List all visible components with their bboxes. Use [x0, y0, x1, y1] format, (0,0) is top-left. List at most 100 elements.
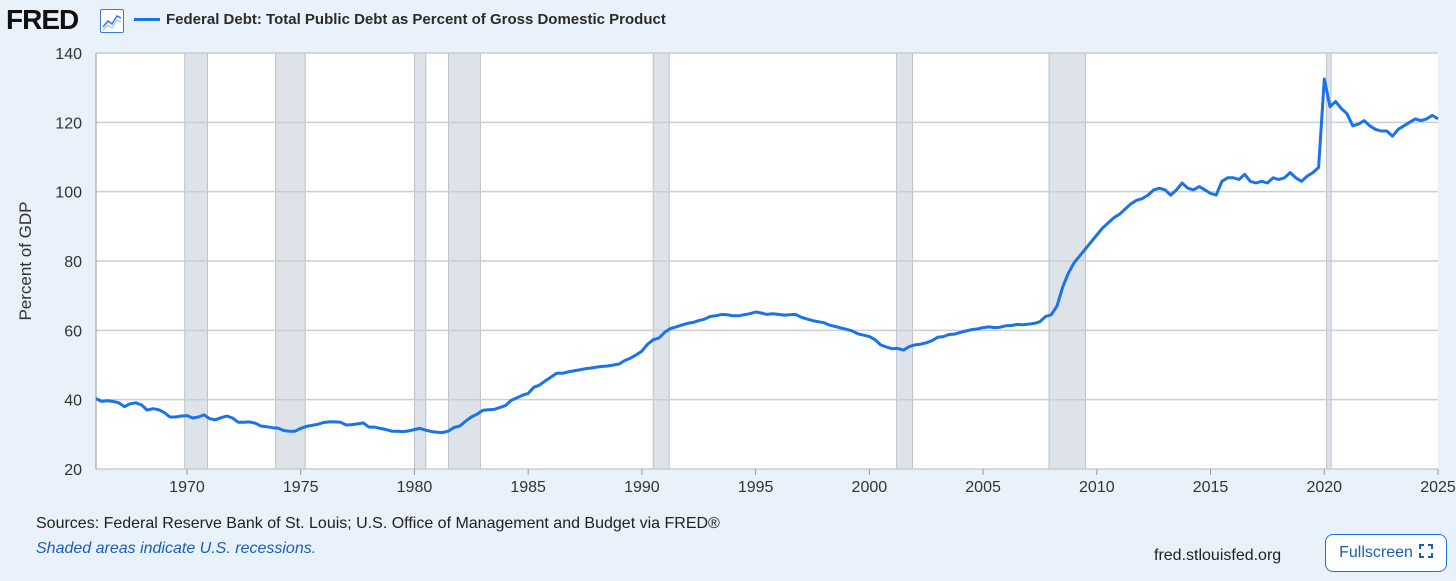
data-point [1146, 194, 1149, 197]
data-point [1226, 176, 1229, 179]
data-point [936, 336, 939, 339]
data-point [140, 403, 143, 406]
data-point [1317, 166, 1320, 169]
x-tick-label: 2025 [1420, 479, 1456, 496]
data-point [447, 429, 450, 432]
data-point [720, 313, 723, 316]
data-point [294, 430, 297, 433]
data-point [373, 426, 376, 429]
data-point [453, 426, 456, 429]
data-point [891, 347, 894, 350]
data-point [413, 428, 416, 431]
data-point [1033, 322, 1036, 325]
data-point [1107, 221, 1110, 224]
data-point [1300, 180, 1303, 183]
data-point [208, 417, 211, 420]
data-point [282, 429, 285, 432]
y-axis: 20 40 60 80 100 120 140 [55, 46, 82, 479]
data-point [584, 367, 587, 370]
data-point [561, 372, 564, 375]
data-point [760, 312, 763, 315]
data-point [1027, 323, 1030, 326]
series-line[interactable] [95, 77, 1439, 435]
data-point [908, 345, 911, 348]
data-point [259, 425, 262, 428]
data-point [1101, 227, 1104, 230]
fullscreen-button[interactable]: Fullscreen [1325, 534, 1447, 572]
data-point [117, 401, 120, 404]
data-point [174, 416, 177, 419]
data-point [675, 325, 678, 328]
x-tick-label: 2015 [1193, 479, 1229, 496]
data-point [623, 359, 626, 362]
data-point [1118, 213, 1121, 216]
data-point [606, 365, 609, 368]
data-point [311, 424, 314, 427]
data-point [697, 319, 700, 322]
data-point [1203, 188, 1206, 191]
data-point [185, 414, 188, 417]
data-point [794, 313, 797, 316]
data-point [868, 335, 871, 338]
data-point [441, 431, 444, 434]
data-point [180, 414, 183, 417]
data-point [367, 426, 370, 429]
data-point [993, 326, 996, 329]
data-point [538, 384, 541, 387]
x-tick-label: 1985 [510, 479, 546, 496]
data-point [1346, 112, 1349, 115]
data-point [146, 409, 149, 412]
data-point [515, 396, 518, 399]
data-point [578, 368, 581, 371]
data-point [1374, 128, 1377, 131]
sources-text: Sources: Federal Reserve Bank of St. Lou… [36, 515, 720, 532]
y-axis-label: Percent of GDP [16, 201, 35, 320]
y-tick-label: 120 [55, 115, 82, 132]
y-tick-label: 140 [55, 46, 82, 63]
data-point [748, 312, 751, 315]
data-point [390, 430, 393, 433]
chart-title[interactable]: Federal Debt: Total Public Debt as Perce… [166, 11, 666, 28]
x-tick-label: 2010 [1079, 479, 1115, 496]
data-point [510, 399, 513, 402]
data-point [680, 324, 683, 327]
data-point [834, 325, 837, 328]
data-point [1010, 324, 1013, 327]
data-point [1425, 117, 1428, 120]
data-point [1050, 313, 1053, 316]
data-point [1368, 124, 1371, 127]
data-point [692, 321, 695, 324]
data-point [976, 327, 979, 330]
data-point [1237, 178, 1240, 181]
data-point [112, 400, 115, 403]
data-point [1363, 119, 1366, 122]
data-point [1095, 234, 1098, 237]
data-point [669, 327, 672, 330]
data-point [629, 357, 632, 360]
fred-logo[interactable]: FRED [6, 4, 79, 35]
data-point [771, 312, 774, 315]
data-point [1181, 182, 1184, 185]
data-point [1431, 114, 1434, 117]
data-point [646, 343, 649, 346]
data-point [640, 350, 643, 353]
chart-line-icon[interactable] [100, 9, 124, 33]
data-point [1124, 208, 1127, 211]
data-point [572, 369, 575, 372]
data-point [1351, 124, 1354, 127]
data-point [1402, 124, 1405, 127]
data-point [856, 332, 859, 335]
x-tick-label: 1980 [397, 479, 433, 496]
data-point [1391, 135, 1394, 138]
site-link[interactable]: fred.stlouisfed.org [1154, 547, 1282, 564]
data-point [225, 414, 228, 417]
data-point [879, 343, 882, 346]
data-point [424, 429, 427, 432]
data-point [1306, 175, 1309, 178]
data-point [1385, 130, 1388, 133]
data-point [1408, 121, 1411, 124]
data-point [589, 367, 592, 370]
data-point [874, 338, 877, 341]
data-point [885, 345, 888, 348]
